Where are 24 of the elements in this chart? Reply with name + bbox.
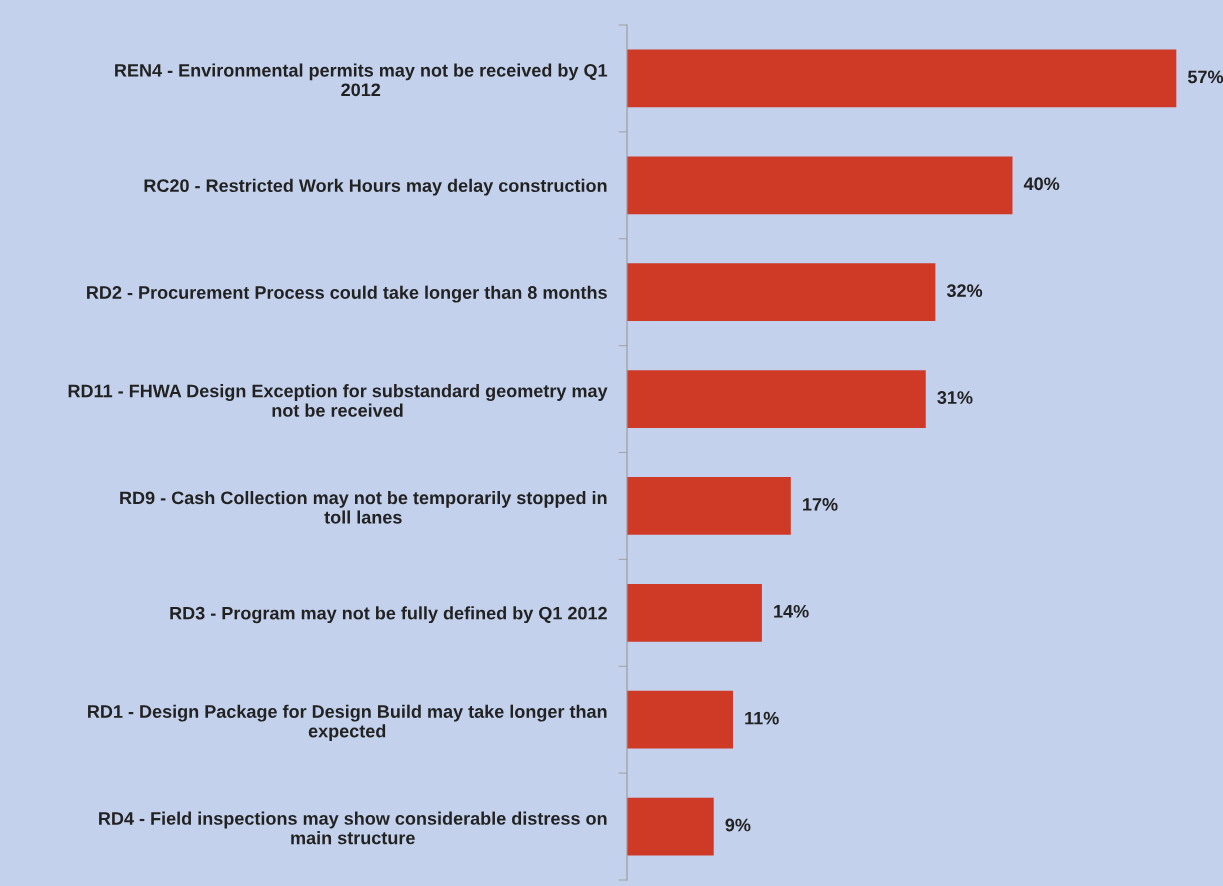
data-label: 40% [1023, 177, 1060, 191]
y-tick-label: RD9 - Cash Collection may not be temporarily stopped in toll lanes [120, 490, 607, 524]
y-tick-label: RD4 - Field inspections may show considerable distress on main structure [99, 811, 607, 845]
bar [627, 370, 926, 428]
bar [627, 263, 936, 322]
data-label: 31% [937, 391, 973, 404]
y-tick-label: RD2 - Procurement Process could take longer than 8 months [87, 285, 607, 303]
y-tick-label: RC20 - Restricted Work Hours may delay construction [144, 178, 607, 196]
data-label: 9% [725, 818, 751, 832]
y-tick-label: REN4 - Environmental permits may not be received by Q1 2012 [115, 63, 608, 97]
data-label: 11% [745, 711, 779, 725]
data-label: 17% [803, 498, 838, 511]
y-tick-label: RD3 - Program may not be fully defined by Q1 2012 [170, 606, 607, 624]
bar [627, 690, 734, 749]
data-label: 32% [946, 284, 983, 298]
y-tick-label: RD11 - FHWA Design Exception for substandard geometry may not be received [68, 384, 608, 417]
data-label: 14% [774, 604, 809, 618]
bar [627, 797, 714, 856]
bar [627, 49, 1177, 108]
bar [627, 156, 1013, 215]
bar [627, 477, 791, 535]
bar [627, 583, 762, 642]
y-tick-label: RD1 - Design Package for Design Build may take longer than expected [88, 704, 607, 742]
data-label: 57% [1187, 70, 1223, 84]
